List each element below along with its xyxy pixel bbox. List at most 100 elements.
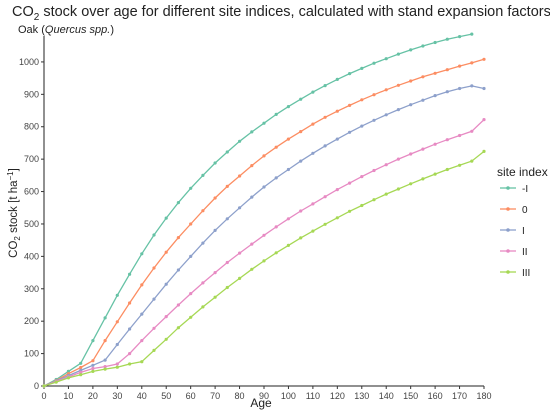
data-point: [335, 109, 339, 113]
x-tick-label: 80: [235, 391, 245, 401]
data-point: [409, 152, 413, 156]
data-point: [470, 84, 474, 88]
legend-label: 0: [522, 205, 528, 216]
x-tick-label: 160: [428, 391, 443, 401]
data-point: [286, 243, 290, 247]
data-point: [299, 159, 303, 163]
data-point: [372, 118, 376, 122]
data-point: [458, 133, 462, 138]
data-point: [152, 326, 156, 330]
data-point: [372, 61, 376, 65]
data-point: [103, 358, 107, 362]
data-point: [128, 301, 132, 305]
data-point: [176, 201, 180, 205]
data-point: [445, 68, 449, 72]
data-point: [396, 52, 400, 56]
data-point: [262, 259, 266, 263]
data-point: [238, 174, 242, 178]
data-point: [250, 164, 254, 168]
chart-subtitle: Oak (Quercus spp.): [18, 24, 114, 36]
data-point: [103, 339, 107, 343]
data-point: [348, 181, 352, 185]
data-point: [164, 250, 168, 254]
series--I: [42, 32, 474, 388]
data-point: [201, 209, 205, 213]
data-point: [213, 295, 217, 299]
data-point: [311, 202, 315, 206]
data-point: [66, 369, 70, 373]
data-point: [445, 138, 449, 142]
x-tick-label: 150: [403, 391, 418, 401]
data-point: [421, 44, 425, 48]
data-point: [274, 112, 278, 116]
data-point: [323, 144, 327, 148]
data-point: [311, 122, 315, 126]
data-point: [213, 228, 217, 232]
x-tick-label: 70: [210, 391, 220, 401]
data-point: [384, 163, 388, 167]
y-tick-label: 100: [24, 349, 39, 359]
data-point: [384, 192, 388, 196]
data-point: [286, 105, 290, 109]
data-point: [79, 370, 83, 374]
data-point: [201, 173, 205, 177]
x-tick-label: 110: [306, 391, 320, 401]
x-tick-label: 140: [379, 391, 394, 401]
series-II: [42, 118, 486, 388]
data-point: [91, 369, 95, 373]
data-point: [274, 176, 278, 180]
data-point: [189, 186, 193, 190]
data-point: [299, 209, 303, 213]
data-point: [470, 32, 474, 36]
x-axis-label: Age: [250, 396, 272, 410]
x-tick-label: 180: [476, 391, 491, 401]
data-point: [433, 71, 437, 75]
data-point: [470, 159, 474, 163]
data-point: [128, 272, 132, 276]
data-point: [445, 90, 449, 94]
data-point: [79, 361, 83, 365]
data-point: [164, 337, 168, 341]
y-tick-label: 0: [34, 381, 39, 391]
data-point: [164, 216, 168, 220]
data-point: [372, 198, 376, 202]
data-point: [323, 115, 327, 119]
data-point: [189, 254, 193, 258]
data-point: [152, 348, 156, 352]
data-point: [128, 327, 132, 331]
data-point: [396, 187, 400, 191]
data-point: [311, 90, 315, 94]
data-point: [189, 292, 193, 296]
x-tick-label: 60: [186, 391, 196, 401]
data-point: [421, 177, 425, 181]
data-point: [482, 149, 486, 153]
data-point: [409, 182, 413, 186]
data-point: [470, 129, 474, 133]
data-point: [335, 137, 339, 141]
data-point: [384, 57, 388, 61]
data-point: [115, 362, 119, 366]
data-point: [409, 48, 413, 52]
data-point: [250, 130, 254, 134]
data-point: [225, 217, 229, 221]
data-point: [433, 40, 437, 45]
data-point: [421, 98, 425, 102]
x-tick-label: 20: [88, 391, 98, 401]
data-point: [250, 195, 254, 199]
y-axis-label: CO2 stock [t ha−1]: [6, 168, 22, 258]
data-point: [128, 352, 132, 356]
data-point: [458, 35, 462, 39]
series-line: [43, 119, 485, 387]
legend-key-point: [506, 249, 510, 253]
data-point: [482, 86, 486, 91]
x-tick-label: 90: [259, 391, 269, 401]
data-point: [384, 113, 388, 117]
data-point: [335, 77, 339, 81]
legend-key-point: [506, 207, 510, 211]
data-point: [458, 86, 462, 91]
data-point: [225, 260, 229, 265]
x-tick-label: 10: [63, 391, 73, 401]
data-point: [103, 367, 107, 371]
data-point: [91, 366, 95, 371]
